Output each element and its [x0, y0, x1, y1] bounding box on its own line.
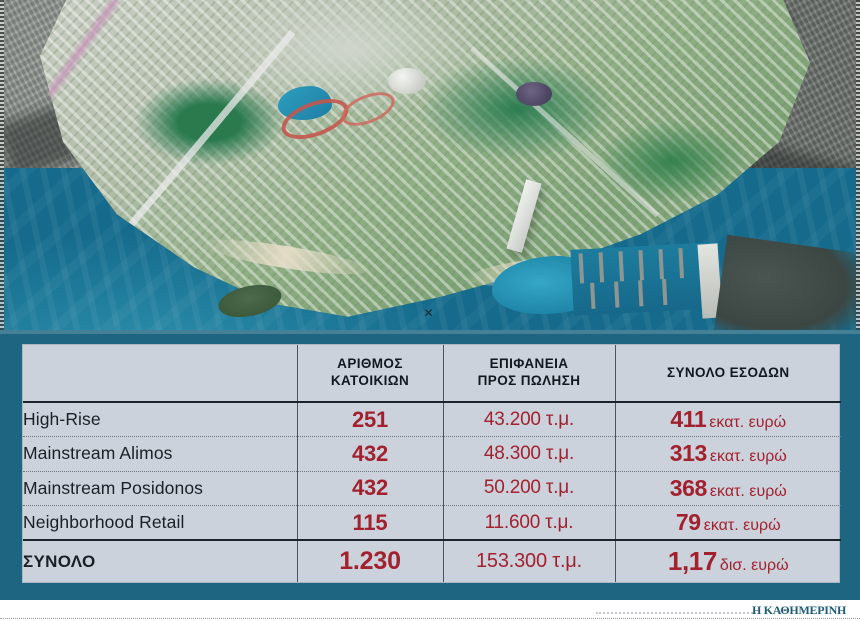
column-header-area-line1: ΕΠΙΦΑΝΕΙΑ: [489, 356, 569, 372]
table-head: ΑΡΙΘΜΟΣ ΚΑΤΟΙΚΙΩΝ ΕΠΙΦΑΝΕΙΑ ΠΡΟΣ ΠΩΛΗΣΗ …: [23, 345, 841, 402]
x-marker-icon: ✕: [423, 306, 434, 320]
total-revenue-unit: δισ. ευρώ: [719, 557, 789, 575]
row-revenue: 313 εκατ. ευρώ: [614, 436, 841, 472]
photo-edge-left: [0, 0, 4, 600]
data-table-card: ΑΡΙΘΜΟΣ ΚΑΤΟΙΚΙΩΝ ΕΠΙΦΑΝΕΙΑ ΠΡΟΣ ΠΩΛΗΣΗ …: [22, 344, 841, 583]
table-row: Neighborhood Retail 115 11.600 τ.μ. 79 εκ…: [23, 505, 841, 541]
row-revenue-value: 313: [669, 440, 708, 467]
footer-bottom-rule: [0, 618, 860, 619]
row-revenue-value: 79: [675, 509, 701, 536]
column-header-area: ΕΠΙΦΑΝΕΙΑ ΠΡΟΣ ΠΩΛΗΣΗ: [442, 345, 615, 402]
row-revenue: 79 εκατ. ευρώ: [614, 505, 841, 541]
table-body: High-Rise 251 43.200 τ.μ. 411 εκατ. ευρώ …: [23, 402, 841, 582]
row-homes: 251: [296, 402, 443, 437]
total-label: ΣΥΝΟΛΟ: [23, 539, 297, 582]
row-revenue-unit: εκατ. ευρώ: [709, 482, 787, 500]
row-area: 48.300 τ.μ.: [442, 436, 615, 472]
running-track: [336, 85, 400, 133]
total-revenue-value: 1,17: [667, 546, 717, 577]
footer: Η ΚΑΘΗΜΕΡΙΝΗ: [0, 600, 860, 621]
row-homes: 432: [296, 470, 443, 506]
row-revenue: 368 εκατ. ευρώ: [614, 470, 841, 506]
arena-building: [516, 82, 552, 106]
row-area: 11.600 τ.μ.: [442, 505, 615, 541]
column-header-revenue-line1: ΣΥΝΟΛΟ ΕΣΟΔΩΝ: [666, 364, 790, 380]
row-label: High-Rise: [23, 409, 101, 430]
row-area: 43.200 τ.μ.: [442, 402, 615, 437]
total-area: 153.300 τ.μ.: [442, 539, 615, 582]
row-label: Mainstream Alimos: [23, 436, 297, 472]
column-header-homes-line1: ΑΡΙΘΜΟΣ: [337, 356, 403, 372]
row-label: Mainstream Posidonos: [23, 470, 297, 506]
row-revenue-unit: εκατ. ευρώ: [709, 448, 787, 466]
secondary-road: [470, 46, 660, 218]
row-revenue-unit: εκατ. ευρώ: [703, 517, 781, 535]
row-revenue-value: 411: [670, 406, 707, 433]
total-revenue: 1,17 δισ. ευρώ: [614, 539, 841, 582]
column-header-category: [23, 345, 297, 402]
table-row: High-Rise 251 43.200 τ.μ. 411 εκατ. ευρώ: [23, 402, 841, 437]
row-label: Neighborhood Retail: [23, 505, 297, 541]
row-revenue-value: 368: [669, 474, 708, 501]
column-header-homes-line2: ΚΑΤΟΙΚΙΩΝ: [330, 373, 410, 388]
table-total-row: ΣΥΝΟΛΟ 1.230 153.300 τ.μ. 1,17 δισ. ευρώ: [23, 539, 841, 582]
total-homes: 1.230: [296, 539, 443, 582]
row-homes: 432: [296, 436, 443, 472]
footer-dotted-rule: [596, 612, 756, 614]
stadium-building: [388, 68, 426, 94]
photo-edge-right: [856, 0, 860, 600]
row-homes: 115: [296, 505, 443, 541]
park-lake: [278, 86, 332, 120]
row-area: 50.200 τ.μ.: [442, 470, 615, 506]
row-revenue: 411 εκατ. ευρώ: [614, 402, 841, 437]
table-row: Mainstream Posidonos 432 50.200 τ.μ. 368…: [23, 470, 841, 506]
table-header-row: ΑΡΙΘΜΟΣ ΚΑΤΟΙΚΙΩΝ ΕΠΙΦΑΝΕΙΑ ΠΡΟΣ ΠΩΛΗΣΗ …: [23, 345, 841, 402]
teal-band-highlight: [0, 330, 860, 334]
row-revenue-unit: εκατ. ευρώ: [709, 414, 787, 432]
column-header-revenue: ΣΥΝΟΛΟ ΕΣΟΔΩΝ: [614, 345, 841, 402]
data-table: ΑΡΙΘΜΟΣ ΚΑΤΟΙΚΙΩΝ ΕΠΙΦΑΝΕΙΑ ΠΡΟΣ ΠΩΛΗΣΗ …: [23, 345, 841, 582]
masthead-logo: Η ΚΑΘΗΜΕΡΙΝΗ: [751, 603, 846, 617]
table-row: Mainstream Alimos 432 48.300 τ.μ. 313 εκα…: [23, 436, 841, 472]
column-header-area-line2: ΠΡΟΣ ΠΩΛΗΣΗ: [477, 373, 581, 388]
column-header-homes: ΑΡΙΘΜΟΣ ΚΑΤΟΙΚΙΩΝ: [296, 345, 443, 402]
